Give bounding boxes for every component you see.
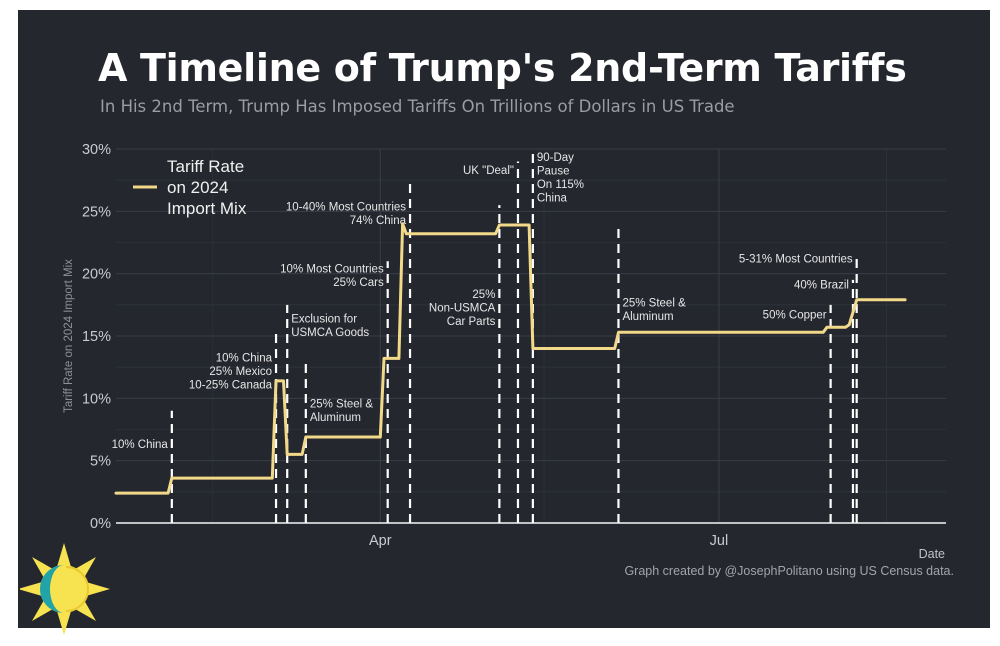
event-label: 50% Copper [763,310,827,322]
chart-credit: Graph created by @JosephPolitano using U… [624,564,954,578]
event-label: 25% Steel & [622,297,686,309]
y-tick-label: 25% [82,204,111,220]
event-label: On 115% [537,179,584,191]
event-label: Non-USMCA [429,302,496,314]
event-label: 25% [472,289,495,301]
chart-title: A Timeline of Trump's 2nd-Term Tariffs [98,46,907,90]
y-tick-label: 30% [82,142,111,158]
event-annotation: 50% Copper [763,310,827,322]
event-label: 5-31% Most Countries [739,253,853,265]
event-label: 25% Cars [333,277,384,289]
legend: Tariff Rate on 2024 Import Mix [133,157,247,218]
event-label: Car Parts [447,316,496,328]
legend-label: Tariff Rate [167,157,244,176]
event-annotation: 25% Steel & Aluminum [310,398,374,424]
event-label: 10-25% Canada [189,379,273,391]
event-label: China [537,192,568,204]
sun-logo-icon [20,543,110,635]
event-label: 10% China [112,439,169,451]
event-annotation: 40% Brazil [794,280,849,292]
series-line-tariff-rate [114,222,907,495]
event-label: UK "Deal" [463,165,514,177]
y-tick-label: 0% [90,516,111,532]
x-tick-label: Apr [369,533,392,549]
legend-label: on 2024 [167,178,228,197]
y-tick-label: 20% [82,267,111,283]
event-label: 25% Steel & [310,398,374,410]
event-label: 10-40% Most Countries [286,201,406,213]
event-label: 10% China [216,352,273,364]
event-annotation: UK "Deal" [463,165,514,177]
event-label: 74% China [350,215,407,227]
event-label: Pause [537,165,570,177]
event-label: Aluminum [310,412,361,424]
chart-subtitle: In His 2nd Term, Trump Has Imposed Tarif… [100,97,735,116]
event-label: 90-Day [537,152,574,164]
event-annotation: 25% Steel & Aluminum [622,297,686,323]
event-annotation: 25%Non-USMCA Car Parts [429,289,496,328]
y-tick-label: 15% [82,329,111,345]
y-tick-label: 5% [90,454,111,470]
event-label: Aluminum [622,311,673,323]
y-axis-label: Tariff Rate on 2024 Import Mix [63,259,75,413]
event-label: Exclusion for [291,314,357,326]
x-axis-label: Date [919,547,945,561]
event-annotation: 5-31% Most Countries [739,253,853,265]
chart-frame [18,10,990,628]
x-tick-label: Jul [710,533,729,549]
event-label: 10% Most Countries [280,264,384,276]
event-label: 25% Mexico [209,366,272,378]
event-annotation: 10-40% Most Countries 74% China [286,201,407,227]
y-tick-label: 10% [82,391,111,407]
legend-label: Import Mix [167,199,247,218]
event-annotation: 10% China [112,439,169,451]
event-label: 40% Brazil [794,280,849,292]
event-label: USMCA Goods [291,327,369,339]
